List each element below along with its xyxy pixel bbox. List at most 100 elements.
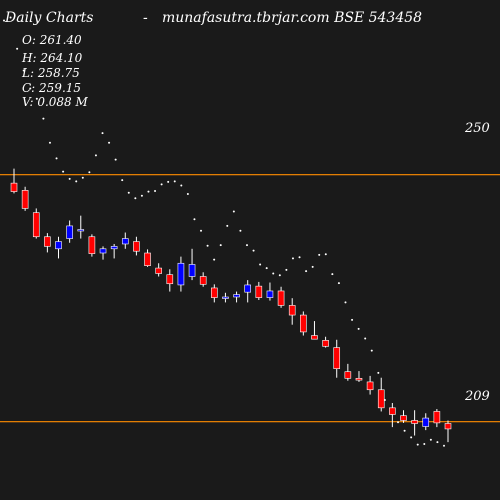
ma-point	[364, 337, 367, 340]
candle	[44, 233, 51, 253]
ma-point	[377, 371, 380, 374]
ma-point	[127, 191, 130, 194]
ma-point	[108, 141, 111, 144]
ma-point	[331, 273, 334, 276]
ma-point	[154, 189, 157, 192]
candle-body	[389, 407, 396, 415]
ma-point	[403, 429, 406, 432]
candle-body	[166, 274, 174, 285]
candle-body	[10, 182, 18, 192]
close-value: C: 259.15	[22, 81, 81, 95]
candle	[99, 246, 107, 260]
ma-point	[16, 47, 19, 50]
candle-body	[366, 381, 374, 391]
candle	[311, 321, 318, 340]
candle-body	[222, 296, 229, 299]
ma-point	[81, 176, 84, 179]
ma-point	[22, 69, 25, 72]
volume-value: V: 0.088 M	[22, 95, 88, 109]
ma-point	[206, 244, 209, 247]
ma-point	[134, 197, 137, 200]
ma-point	[429, 438, 432, 441]
ma-point	[29, 87, 32, 90]
candle-body	[266, 290, 274, 298]
candle	[411, 410, 418, 436]
candle-body	[155, 267, 162, 274]
low-value: L: 258.75	[21, 66, 80, 80]
candle-body	[288, 305, 296, 316]
candle	[333, 339, 341, 378]
candle	[422, 413, 430, 431]
ma-point	[436, 441, 439, 444]
ma-point	[101, 132, 104, 135]
ma-point	[245, 244, 248, 247]
ma-point	[167, 180, 170, 183]
candle-body	[55, 241, 62, 250]
ma-point	[410, 436, 413, 439]
candle	[10, 168, 18, 194]
candle-body	[144, 252, 151, 266]
ma-point	[94, 154, 97, 157]
ma-point	[160, 183, 163, 186]
ma-point	[311, 265, 314, 268]
candle-body	[110, 246, 118, 250]
candle-body	[77, 229, 85, 232]
candle	[266, 282, 274, 301]
ma-point	[3, 19, 5, 22]
candle	[121, 232, 129, 249]
candle-body	[300, 314, 307, 333]
ma-point	[423, 442, 426, 445]
candle-body	[344, 371, 352, 379]
candle	[110, 243, 118, 259]
candle-body	[88, 236, 96, 254]
candle	[344, 363, 352, 381]
candle	[21, 186, 29, 211]
candle-body	[133, 241, 140, 252]
ma-point	[357, 327, 360, 330]
candle-body	[322, 340, 329, 347]
candle-body	[277, 290, 285, 306]
header-dash: -	[143, 10, 148, 26]
candle	[288, 298, 296, 325]
ma-point	[114, 158, 117, 161]
candle	[277, 286, 285, 308]
ma-point	[324, 253, 327, 256]
moving-average-line	[3, 16, 445, 447]
ma-point	[219, 244, 222, 247]
high-value: H: 264.10	[21, 51, 83, 65]
source-label: munafasutra.tbrjar.com BSE 543458	[162, 10, 422, 26]
candle	[400, 410, 407, 423]
ma-point	[75, 180, 78, 183]
candle-body	[433, 411, 441, 424]
candle-body	[32, 212, 40, 238]
candle-body	[66, 225, 73, 239]
candle	[233, 291, 240, 303]
ma-point	[42, 117, 45, 120]
candle-body	[21, 190, 29, 209]
candle-body	[411, 420, 418, 424]
candle	[444, 420, 452, 443]
candle	[377, 377, 385, 412]
ma-point	[318, 253, 321, 256]
ma-point	[213, 258, 216, 261]
candle-body	[188, 264, 196, 277]
ma-point	[397, 421, 400, 424]
candle-body	[244, 284, 251, 293]
ma-point	[226, 224, 229, 227]
candle	[66, 220, 73, 243]
candle	[366, 375, 374, 395]
candle-body	[177, 262, 185, 286]
candle	[32, 208, 40, 239]
ma-point	[416, 443, 419, 446]
ma-point	[351, 318, 354, 321]
candle-body	[333, 347, 341, 369]
ma-point	[173, 180, 176, 183]
ma-point	[252, 249, 255, 252]
candle	[55, 236, 62, 259]
ma-point	[62, 170, 65, 173]
candle-body	[311, 335, 318, 340]
candle	[144, 249, 151, 267]
candles	[10, 168, 452, 443]
candle-body	[377, 389, 385, 409]
